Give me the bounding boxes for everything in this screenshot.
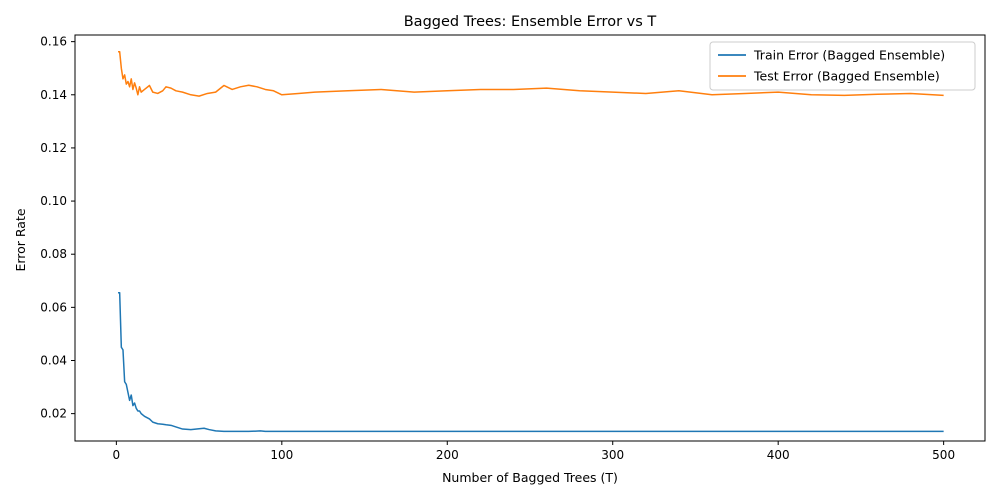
- x-tick-label: 200: [436, 448, 459, 462]
- legend: Train Error (Bagged Ensemble) Test Error …: [709, 41, 976, 91]
- x-tick-label: 300: [601, 448, 624, 462]
- y-tick-label: 0.12: [40, 141, 67, 155]
- plot-area: [74, 34, 986, 442]
- x-tick-label: 0: [113, 448, 121, 462]
- y-axis-ticks: 0.02 0.04 0.06 0.08 0.10 0.12 0.14 0.16: [40, 35, 75, 421]
- y-tick-label: 0.10: [40, 194, 67, 208]
- x-tick-label: 100: [270, 448, 293, 462]
- series-line-test-error: [118, 50, 944, 97]
- legend-box: [709, 41, 976, 91]
- y-tick-label: 0.14: [40, 88, 67, 102]
- x-tick-label: 500: [932, 448, 955, 462]
- y-tick-label: 0.08: [40, 247, 67, 261]
- chart-title: Bagged Trees: Ensemble Error vs T: [404, 14, 657, 30]
- y-tick-label: 0.06: [40, 300, 67, 314]
- y-tick-label: 0.16: [40, 35, 67, 49]
- series-line-train-error: [118, 291, 944, 433]
- legend-entry-label: Test Error (Bagged Ensemble): [753, 69, 940, 84]
- axes-background: [75, 35, 985, 441]
- y-axis-label: Error Rate: [13, 208, 28, 271]
- x-axis-ticks: 0 100 200 300 400 500: [113, 441, 955, 462]
- legend-entry-label: Train Error (Bagged Ensemble): [753, 48, 945, 63]
- axes-frame: [74, 34, 986, 442]
- x-axis-label: Number of Bagged Trees (T): [442, 470, 618, 485]
- x-tick-label: 400: [767, 448, 790, 462]
- y-tick-label: 0.04: [40, 353, 67, 367]
- y-tick-label: 0.02: [40, 407, 67, 421]
